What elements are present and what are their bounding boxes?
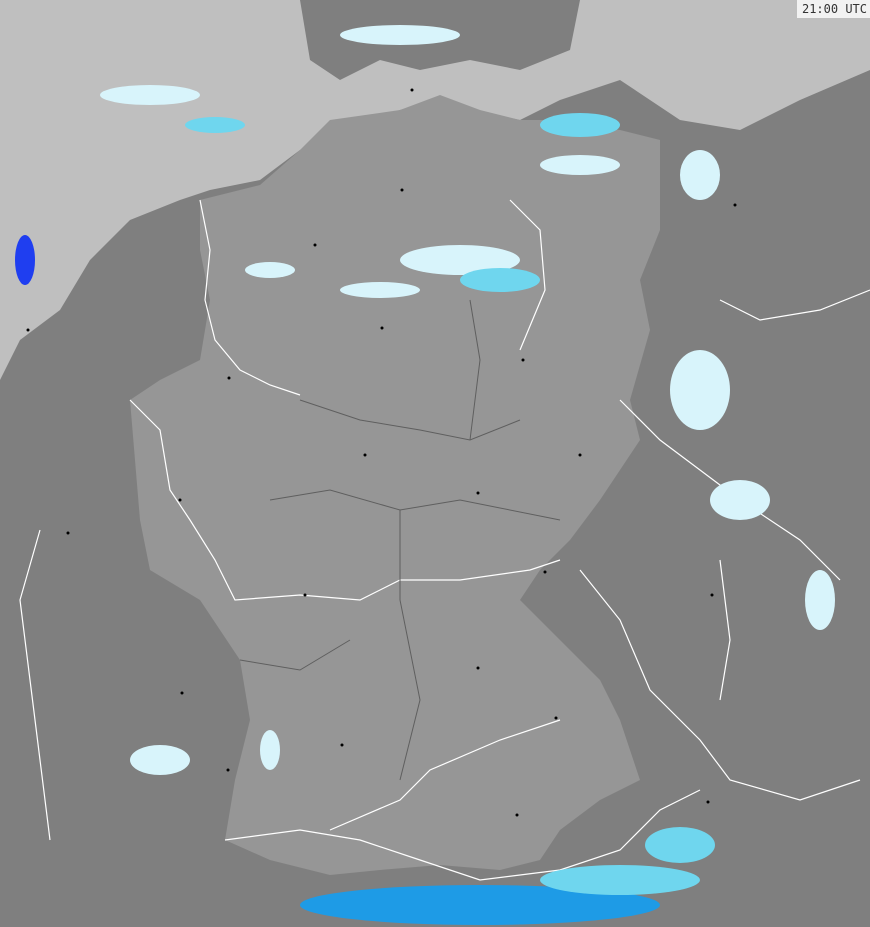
precipitation [15,25,835,925]
region-borders [239,299,561,781]
city-markers [26,88,737,817]
country-borders [19,199,870,881]
land-germany [130,95,660,875]
timestamp-label: 21:00 UTC [796,0,870,18]
